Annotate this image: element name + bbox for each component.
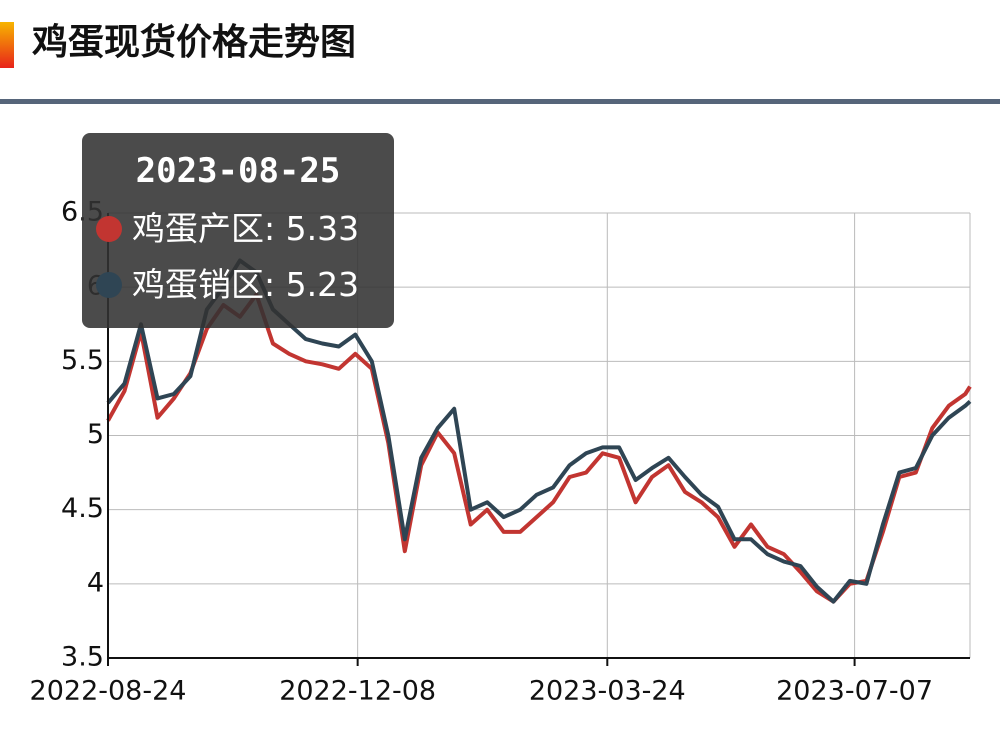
tooltip: 2023-08-25 鸡蛋产区: 5.33 鸡蛋销区: 5.23 xyxy=(82,133,394,328)
y-tick-label: 4.5 xyxy=(61,493,104,524)
title-rule xyxy=(0,99,1000,104)
tooltip-dot xyxy=(96,216,122,242)
x-tick-label: 2023-07-07 xyxy=(776,676,933,707)
chart-title: 鸡蛋现货价格走势图 xyxy=(32,22,356,63)
x-tick-label: 2023-03-24 xyxy=(529,676,686,707)
tooltip-row: 鸡蛋销区: 5.23 xyxy=(96,257,394,313)
tooltip-value: 5.33 xyxy=(285,209,360,248)
title-icon xyxy=(0,22,14,68)
y-tick-label: 3.5 xyxy=(61,642,104,673)
tooltip-title: 2023-08-25 xyxy=(135,151,341,191)
series-line xyxy=(106,292,972,604)
tooltip-value: 5.23 xyxy=(285,265,360,304)
y-tick-label: 5.5 xyxy=(61,345,104,376)
tooltip-name: 鸡蛋销区 xyxy=(132,265,264,304)
y-tick-label: 4 xyxy=(87,567,104,598)
tooltip-dot xyxy=(96,272,122,298)
y-tick-label: 5 xyxy=(87,419,104,450)
tooltip-name: 鸡蛋产区 xyxy=(132,209,264,248)
x-tick-label: 2022-12-08 xyxy=(279,676,436,707)
tooltip-row: 鸡蛋产区: 5.33 xyxy=(96,201,394,257)
x-tick-label: 2022-08-24 xyxy=(30,676,187,707)
